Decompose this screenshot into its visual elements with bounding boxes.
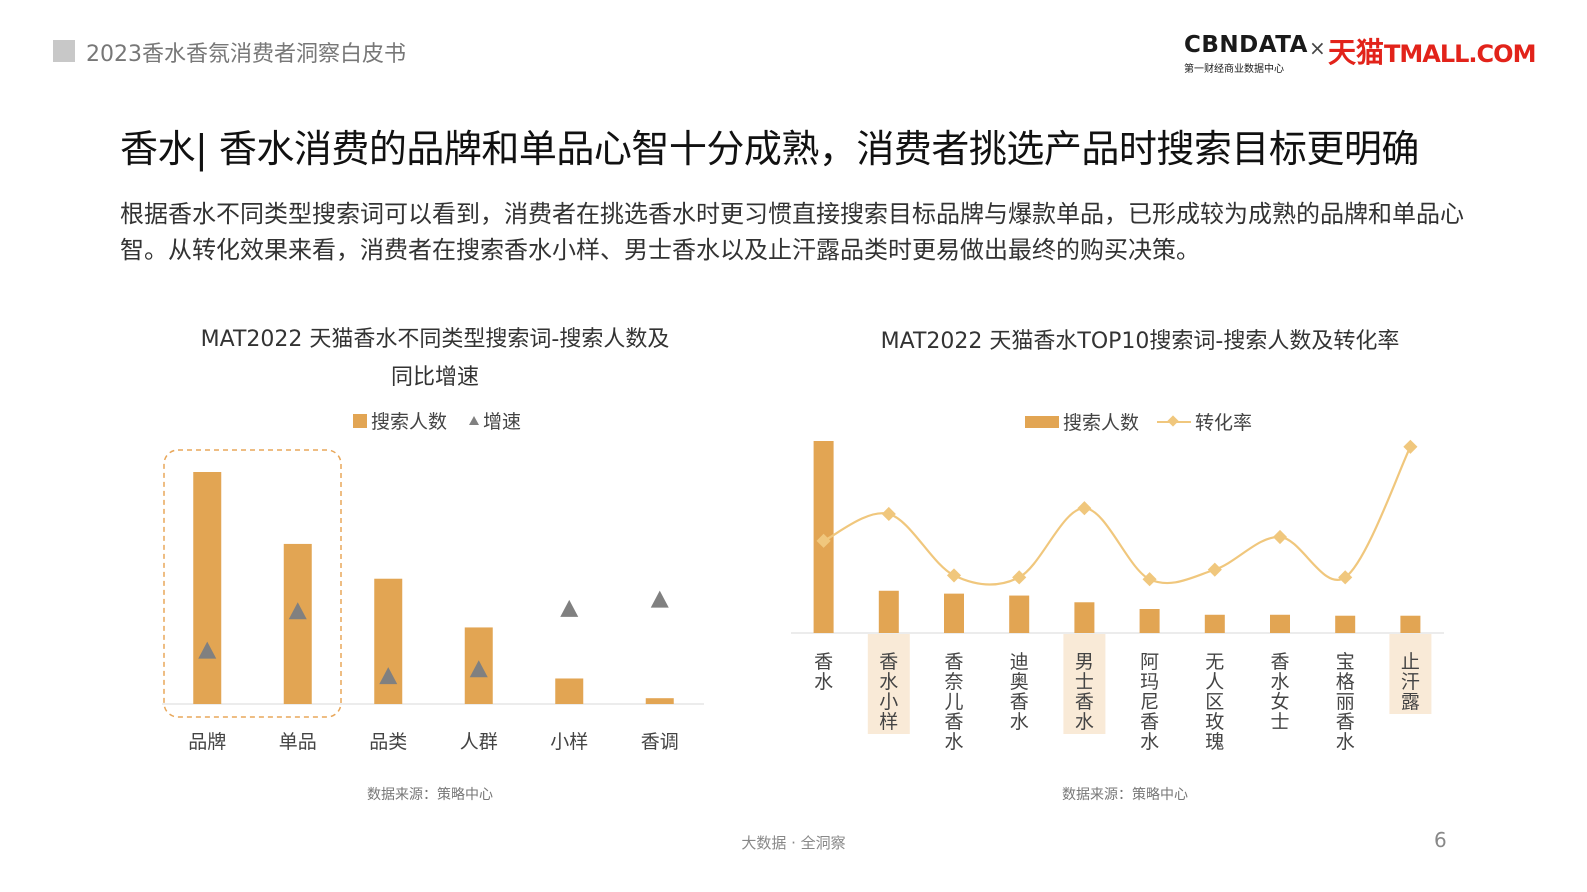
x-tick-label-香奈儿香水: 香奈儿香水 bbox=[944, 651, 963, 753]
left-chart-title: MAT2022 天猫香水不同类型搜索词-搜索人数及 同比增速 bbox=[150, 321, 720, 397]
bar-止汗露 bbox=[1400, 615, 1421, 633]
x-tick-label-宝格丽香水: 宝格丽香水 bbox=[1336, 651, 1355, 753]
legend-bar-swatch bbox=[1025, 415, 1059, 428]
bar-香水女士 bbox=[1270, 614, 1290, 633]
footer-slogan: 大数据 · 全洞察 bbox=[741, 834, 846, 852]
bar-香水小样 bbox=[878, 590, 899, 633]
conversion-marker-阿玛尼香水 bbox=[1142, 572, 1157, 587]
x-tick-label-香水: 香水 bbox=[814, 651, 833, 693]
legend-growth: 增速 bbox=[483, 411, 522, 433]
conversion-marker-香水女士 bbox=[1272, 529, 1288, 545]
growth-marker-品类 bbox=[379, 667, 398, 685]
bar-品牌 bbox=[193, 472, 222, 704]
x-tick-label-品牌: 品牌 bbox=[188, 731, 226, 753]
conversion-marker-宝格丽香水 bbox=[1338, 570, 1353, 585]
growth-marker-单品 bbox=[288, 602, 307, 620]
page-number: 6 bbox=[1434, 828, 1447, 852]
conversion-marker-无人区玫瑰 bbox=[1207, 562, 1222, 577]
tmall-logo: 天猫TMALL.COM bbox=[1328, 31, 1536, 71]
cbndata-logo: CBNDATA bbox=[1184, 32, 1308, 58]
legend-search-count: 搜索人数 bbox=[371, 411, 448, 433]
x-tick-label-阿玛尼香水: 阿玛尼香水 bbox=[1140, 651, 1159, 753]
right-chart-legend: 搜索人数 转化率 bbox=[1025, 408, 1252, 435]
left-chart-legend: 搜索人数 增速 bbox=[353, 407, 521, 434]
logo-separator: × bbox=[1309, 36, 1326, 60]
report-title: 2023香水香氛消费者洞察白皮书 bbox=[86, 42, 406, 67]
x-tick-label-男士香水: 男士香水 bbox=[1075, 651, 1094, 733]
bar-无人区玫瑰 bbox=[1204, 614, 1225, 633]
conversion-marker-男士香水 bbox=[1077, 501, 1092, 516]
cbndata-logo-subtitle: 第一财经商业数据中心 bbox=[1184, 64, 1284, 75]
x-tick-label-人群: 人群 bbox=[460, 731, 498, 753]
conversion-marker-香水 bbox=[816, 533, 831, 548]
growth-marker-人群 bbox=[469, 660, 488, 678]
tmall-logo-cn: 天猫 bbox=[1328, 36, 1385, 69]
bar-香奈儿香水 bbox=[944, 593, 964, 633]
bar-品类 bbox=[374, 578, 403, 704]
left-chart-title-line-2: 同比增速 bbox=[390, 365, 479, 390]
highlight-label-bg-男士香水 bbox=[1063, 634, 1106, 734]
tmall-logo-latin: TMALL.COM bbox=[1384, 40, 1536, 68]
x-tick-label-小样: 小样 bbox=[550, 731, 588, 753]
x-tick-label-香水小样: 香水小样 bbox=[879, 651, 898, 733]
growth-marker-小样 bbox=[560, 599, 579, 617]
conversion-marker-迪奥香水 bbox=[1012, 570, 1027, 585]
legend-conversion-rate: 转化率 bbox=[1195, 412, 1253, 434]
legend-bar-swatch bbox=[353, 413, 367, 428]
legend-search-count: 搜索人数 bbox=[1063, 412, 1140, 434]
x-tick-label-品类: 品类 bbox=[369, 731, 407, 753]
slide-title: 香水| 香水消费的品牌和单品心智十分成熟，消费者挑选产品时搜索目标更明确 bbox=[120, 127, 1419, 171]
header-marker bbox=[53, 40, 75, 62]
bar-男士香水 bbox=[1074, 602, 1095, 633]
bar-香调 bbox=[645, 698, 674, 704]
highlight-label-bg-止汗露 bbox=[1389, 634, 1432, 714]
right-chart-source: 数据来源：策略中心 bbox=[1062, 787, 1188, 803]
x-tick-label-单品: 单品 bbox=[279, 731, 317, 753]
highlight-label-bg-香水小样 bbox=[867, 634, 910, 734]
growth-marker-香调 bbox=[650, 590, 669, 608]
conversion-marker-止汗露 bbox=[1403, 439, 1418, 454]
x-tick-label-迪奥香水: 迪奥香水 bbox=[1010, 651, 1029, 733]
right-chart-title: MAT2022 天猫香水TOP10搜索词-搜索人数及转化率 bbox=[880, 329, 1400, 354]
x-tick-label-止汗露: 止汗露 bbox=[1401, 651, 1420, 713]
highlight-box bbox=[163, 449, 342, 718]
legend-triangle-icon bbox=[469, 416, 480, 425]
growth-marker-品牌 bbox=[198, 641, 217, 659]
bar-迪奥香水 bbox=[1009, 595, 1030, 633]
conversion-marker-香水小样 bbox=[881, 506, 896, 522]
bar-宝格丽香水 bbox=[1335, 615, 1356, 633]
bar-小样 bbox=[555, 678, 584, 704]
bar-单品 bbox=[283, 543, 312, 704]
left-chart-title-line-1: MAT2022 天猫香水不同类型搜索词-搜索人数及 bbox=[200, 327, 670, 352]
conversion-marker-香奈儿香水 bbox=[946, 568, 962, 583]
x-tick-label-无人区玫瑰: 无人区玫瑰 bbox=[1205, 651, 1224, 753]
left-chart-source: 数据来源：策略中心 bbox=[367, 787, 493, 803]
conversion-rate-line bbox=[823, 446, 1412, 586]
partner-logos: CBNDATA 第一财经商业数据中心 × 天猫TMALL.COM bbox=[1184, 28, 1536, 78]
legend-line-diamond-icon bbox=[1157, 416, 1192, 428]
bar-阿玛尼香水 bbox=[1139, 609, 1160, 633]
slide-description: 根据香水不同类型搜索词可以看到，消费者在挑选香水时更习惯直接搜索目标品牌与爆款单… bbox=[120, 200, 1464, 264]
x-tick-label-香水女士: 香水女士 bbox=[1270, 651, 1289, 733]
x-tick-label-香调: 香调 bbox=[641, 731, 679, 753]
